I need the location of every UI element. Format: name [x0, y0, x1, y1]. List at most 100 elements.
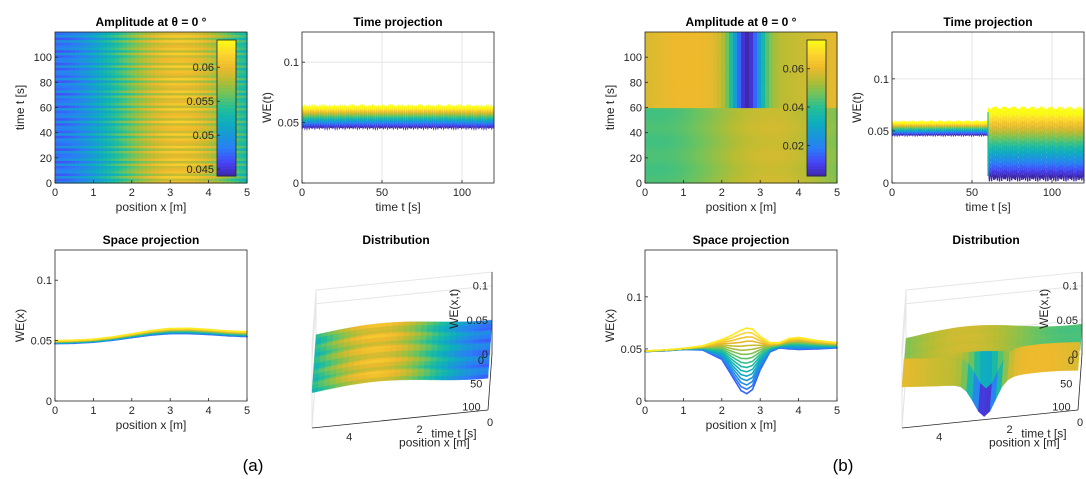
- heatmap-cell: [239, 97, 244, 101]
- heatmap-cell: [709, 42, 714, 46]
- heatmap-cell: [79, 92, 84, 96]
- heatmap-cell: [239, 147, 244, 151]
- x-axis-label: position x [m]: [399, 435, 470, 449]
- y-tick-label: 0: [46, 396, 52, 408]
- surface-patch: [484, 334, 492, 340]
- heatmap-cell: [135, 62, 140, 66]
- heatmap-cell: [681, 97, 686, 101]
- heatmap-cell: [685, 122, 690, 126]
- heatmap-cell: [207, 47, 212, 51]
- surface-patch: [441, 361, 449, 366]
- heatmap-cell: [669, 74, 674, 78]
- heatmap-cell: [59, 104, 64, 109]
- heatmap-cell: [721, 52, 726, 56]
- heatmap-cell: [195, 150, 200, 154]
- heatmap-cell: [725, 160, 730, 164]
- heatmap-cell: [183, 64, 188, 68]
- heatmap-cell: [239, 172, 244, 177]
- heatmap-cell: [669, 57, 674, 61]
- heatmap-cell: [99, 84, 104, 88]
- heatmap-cell: [167, 110, 172, 114]
- heatmap-cell: [83, 160, 88, 164]
- heatmap-cell: [103, 79, 108, 83]
- heatmap-cell: [239, 150, 244, 154]
- heatmap-cell: [239, 104, 244, 109]
- heatmap-cell: [653, 42, 658, 46]
- heatmap-cell: [701, 107, 706, 111]
- heatmap-cell: [709, 99, 714, 104]
- heatmap-cell: [721, 72, 726, 76]
- heatmap-cell: [163, 42, 168, 46]
- heatmap-cell: [689, 84, 694, 88]
- heatmap-cell: [127, 49, 132, 53]
- heatmap-cell: [649, 155, 654, 159]
- heatmap-cell: [143, 62, 148, 66]
- heatmap-cell: [685, 54, 690, 58]
- heatmap-cell: [111, 142, 116, 146]
- heatmap-cell: [163, 74, 168, 78]
- heatmap-cell: [91, 67, 96, 71]
- heatmap-cell: [199, 79, 204, 83]
- axes-box: [54, 249, 248, 402]
- heatmap-cell: [99, 110, 104, 114]
- heatmap-cell: [55, 140, 60, 144]
- heatmap-cell: [123, 59, 128, 63]
- heatmap-cell: [191, 87, 196, 91]
- heatmap-cell: [107, 112, 112, 116]
- heatmap-cell: [697, 44, 702, 48]
- heatmap-cell: [179, 132, 184, 136]
- heatmap-cell: [645, 54, 650, 58]
- heatmap-cell: [71, 64, 76, 68]
- heatmap-cell: [131, 130, 136, 134]
- heatmap-cell: [119, 69, 124, 73]
- heatmap-cell: [673, 177, 678, 182]
- heatmap-cell: [653, 175, 658, 179]
- heatmap-cell: [243, 39, 248, 43]
- heatmap-cell: [115, 102, 120, 106]
- heatmap-cell: [191, 57, 196, 61]
- heatmap-cell: [199, 145, 204, 149]
- heatmap-cell: [55, 34, 60, 38]
- heatmap-cell: [709, 160, 714, 164]
- heatmap-cell: [657, 125, 662, 129]
- heatmap-cell: [195, 49, 200, 53]
- heatmap-cell: [151, 67, 156, 71]
- heatmap-cell: [183, 74, 188, 78]
- x-tick-label: 0: [299, 187, 305, 199]
- heatmap-cell: [175, 37, 180, 41]
- heatmap-cell: [91, 42, 96, 46]
- heatmap-cell: [171, 92, 176, 96]
- heatmap-cell: [183, 52, 188, 56]
- heatmap-cell: [673, 147, 678, 151]
- heatmap-cell: [721, 120, 726, 124]
- heatmap-cell: [91, 157, 96, 161]
- heatmap-cell: [211, 175, 216, 179]
- heatmap-cell: [725, 102, 730, 106]
- heatmap-cell: [163, 110, 168, 114]
- heatmap-cell: [661, 89, 666, 93]
- heatmap-cell: [187, 62, 192, 66]
- heatmap-cell: [665, 117, 670, 121]
- heatmap-cell: [147, 155, 152, 159]
- heatmap-cell: [725, 150, 730, 154]
- y-tick-label: 0: [293, 178, 299, 190]
- surface-patch: [459, 365, 466, 369]
- heatmap-cell: [661, 92, 666, 96]
- colorbar-cell: [217, 77, 236, 82]
- heatmap-cell: [171, 145, 176, 149]
- heatmap-cell: [649, 94, 654, 99]
- heatmap-cell: [649, 79, 654, 83]
- heatmap-cell: [171, 147, 176, 151]
- heatmap-cell: [203, 120, 208, 124]
- heatmap-cell: [645, 107, 650, 111]
- surface-patch: [453, 361, 461, 366]
- heatmap-cell: [653, 84, 658, 88]
- heatmap-cell: [123, 97, 128, 101]
- surface-patch: [436, 354, 444, 357]
- heatmap-cell: [713, 180, 718, 184]
- heatmap-cell: [107, 34, 112, 38]
- surface-patch: [393, 376, 401, 381]
- heatmap-cell: [669, 34, 674, 38]
- heatmap-cell: [645, 87, 650, 91]
- heatmap-cell: [183, 130, 188, 134]
